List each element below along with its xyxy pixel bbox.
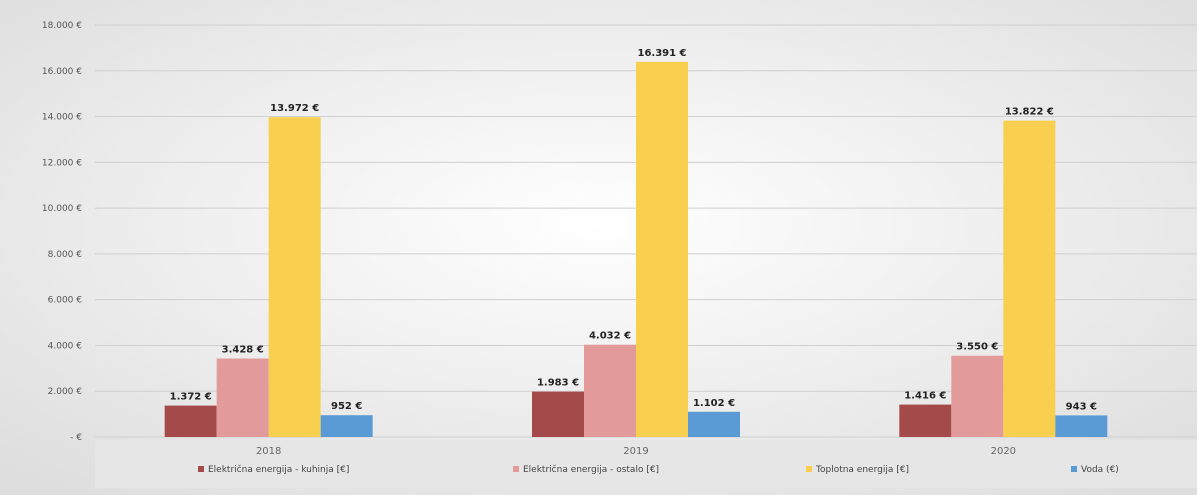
legend-label-0: Električna energija - kuhinja [€] xyxy=(208,464,349,475)
bar-2019-series-2 xyxy=(636,61,688,438)
bar-2019-series-3 xyxy=(688,411,740,437)
bars xyxy=(164,61,1108,438)
x-tick-label-2018: 2018 xyxy=(256,446,281,457)
data-label-2019-series-0: 1.983 € xyxy=(537,378,579,389)
data-label-2018-series-3: 952 € xyxy=(331,401,362,412)
y-axis: - € 2.000 € 4.000 € 6.000 € 8.000 € 10.000 € 1… xyxy=(42,21,82,443)
bar-2018-series-0 xyxy=(164,405,217,437)
x-tick-label-2019: 2019 xyxy=(623,446,648,457)
legend-label-3: Voda (€) xyxy=(1081,465,1119,475)
legend: Električna energija - kuhinja [€] Elektri… xyxy=(198,464,1119,475)
bar-2020-series-1 xyxy=(951,355,1004,437)
legend-background xyxy=(95,440,1197,488)
y-tick-label: 4.000 € xyxy=(48,341,83,351)
legend-label-2: Toplotna energija [€] xyxy=(815,465,909,475)
y-tick-label: 6.000 € xyxy=(48,296,83,306)
data-label-2020-series-3: 943 € xyxy=(1066,401,1097,412)
data-label-2018-series-1: 3.428 € xyxy=(222,345,264,356)
bar-2020-series-2 xyxy=(1003,120,1056,438)
data-label-2019-series-2: 16.391 € xyxy=(637,48,686,59)
bar-2020-series-0 xyxy=(899,404,952,437)
legend-swatch-1 xyxy=(513,466,519,472)
legend-swatch-0 xyxy=(198,466,204,472)
y-tick-label: 8.000 € xyxy=(48,250,83,260)
y-tick-label: 16.000 € xyxy=(42,67,82,77)
bar-2018-series-2 xyxy=(268,117,321,437)
y-tick-label: 18.000 € xyxy=(42,21,82,31)
data-label-2019-series-1: 4.032 € xyxy=(589,331,631,342)
x-axis: 2018 2019 2020 xyxy=(256,446,1016,457)
legend-swatch-2 xyxy=(806,466,812,472)
bar-2019-series-1 xyxy=(584,344,636,437)
bar-2020-series-3 xyxy=(1055,415,1108,437)
y-tick-label: 12.000 € xyxy=(42,158,82,168)
legend-label-1: Električna energija - ostalo [€] xyxy=(523,464,659,475)
data-labels: 1.372 € 3.428 € 13.972 € 952 € 1.983 € 4.032 … xyxy=(170,48,1097,413)
data-label-2020-series-1: 3.550 € xyxy=(956,342,998,353)
x-tick-label-2020: 2020 xyxy=(991,446,1016,457)
data-label-2020-series-0: 1.416 € xyxy=(904,391,946,402)
data-label-2020-series-2: 13.822 € xyxy=(1005,107,1054,118)
y-tick-label: 10.000 € xyxy=(42,204,82,214)
bar-2018-series-1 xyxy=(216,358,269,437)
data-label-2018-series-0: 1.372 € xyxy=(170,392,212,403)
y-tick-label: - € xyxy=(70,433,82,443)
y-tick-label: 14.000 € xyxy=(42,113,82,123)
data-label-2019-series-3: 1.102 € xyxy=(693,398,735,409)
legend-swatch-3 xyxy=(1071,466,1077,472)
y-tick-label: 2.000 € xyxy=(48,387,83,397)
bar-2019-series-0 xyxy=(532,391,584,437)
data-label-2018-series-2: 13.972 € xyxy=(270,103,319,114)
bar-2018-series-3 xyxy=(320,415,373,437)
